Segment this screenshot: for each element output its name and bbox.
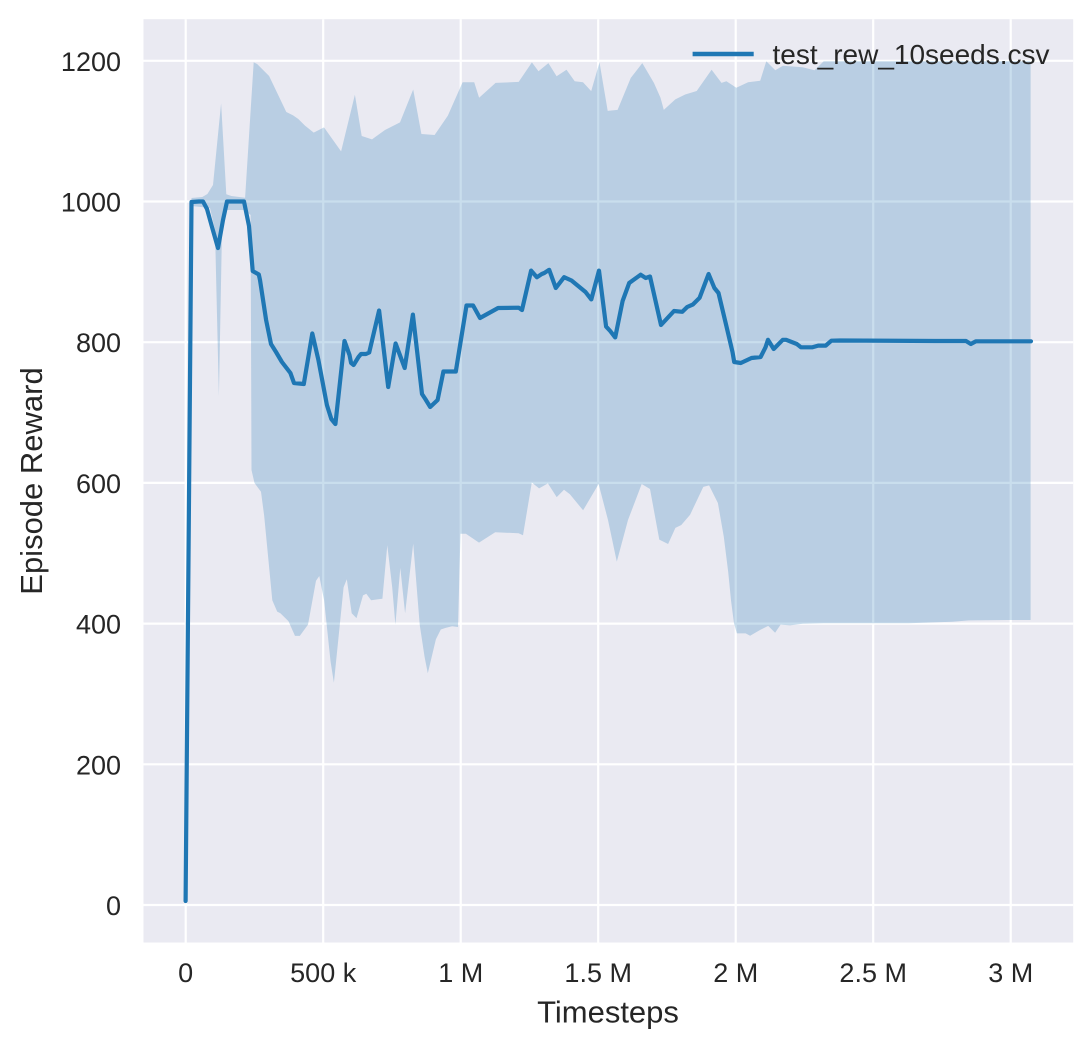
svg-text:Episode Reward: Episode Reward bbox=[14, 367, 49, 594]
svg-text:500 k: 500 k bbox=[290, 958, 357, 988]
svg-text:3 M: 3 M bbox=[988, 958, 1033, 988]
svg-text:test_rew_10seeds.csv: test_rew_10seeds.csv bbox=[773, 39, 1050, 70]
svg-text:600: 600 bbox=[76, 469, 121, 499]
svg-text:0: 0 bbox=[106, 891, 121, 921]
svg-text:2.5 M: 2.5 M bbox=[839, 958, 907, 988]
svg-text:200: 200 bbox=[76, 750, 121, 780]
svg-text:Timesteps: Timesteps bbox=[537, 995, 679, 1030]
svg-text:1.5 M: 1.5 M bbox=[564, 958, 632, 988]
svg-text:1 M: 1 M bbox=[438, 958, 483, 988]
svg-text:1000: 1000 bbox=[61, 188, 121, 218]
svg-text:1200: 1200 bbox=[61, 47, 121, 77]
svg-text:0: 0 bbox=[178, 958, 193, 988]
svg-text:800: 800 bbox=[76, 328, 121, 358]
svg-text:400: 400 bbox=[76, 610, 121, 640]
svg-text:2 M: 2 M bbox=[713, 958, 758, 988]
